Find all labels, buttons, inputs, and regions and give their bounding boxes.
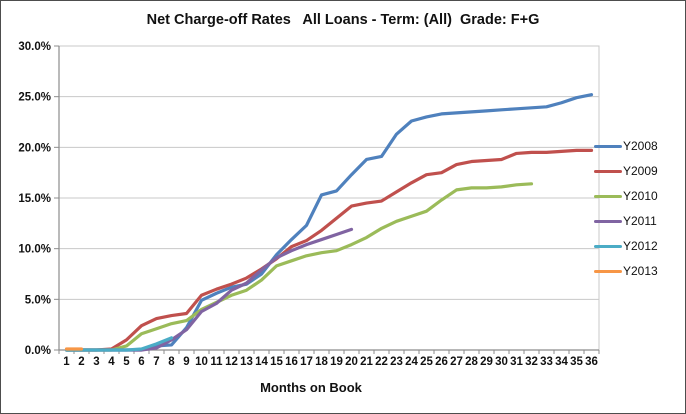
x-tick-label: 24 <box>405 356 418 368</box>
y-tick-label: 30.0% <box>18 41 51 53</box>
legend-line-swatch <box>594 144 622 149</box>
x-tick-label: 32 <box>525 356 538 368</box>
x-tick-label: 25 <box>420 356 433 368</box>
legend-item-y2010[interactable]: Y2010 <box>594 184 684 209</box>
y-tick-label: 10.0% <box>18 244 51 256</box>
x-tick-label: 4 <box>108 356 115 368</box>
x-tick-label: 2 <box>78 356 84 368</box>
x-tick-label: 23 <box>390 356 403 368</box>
x-tick-label: 13 <box>240 356 253 368</box>
x-tick-label: 31 <box>510 356 523 368</box>
legend-item-y2013[interactable]: Y2013 <box>594 259 684 284</box>
legend-label: Y2012 <box>623 239 658 253</box>
x-tick-label: 17 <box>300 356 313 368</box>
x-axis-title: Months on Book <box>260 380 362 395</box>
legend-label: Y2010 <box>623 189 658 203</box>
x-tick-label: 6 <box>138 356 144 368</box>
legend-item-y2012[interactable]: Y2012 <box>594 234 684 259</box>
chart-title: Net Charge-off Rates All Loans - Term: (… <box>146 12 540 28</box>
x-tick-label: 22 <box>375 356 388 368</box>
x-tick-label: 20 <box>345 356 358 368</box>
legend-item-y2011[interactable]: Y2011 <box>594 209 684 234</box>
x-tick-label: 26 <box>435 356 448 368</box>
y-tick-label: 5.0% <box>25 294 51 306</box>
legend-label: Y2008 <box>623 139 658 153</box>
x-tick-label: 30 <box>495 356 508 368</box>
series-line-y2009[interactable] <box>64 148 594 352</box>
legend-label: Y2011 <box>623 214 657 228</box>
x-tick-label: 33 <box>540 356 553 368</box>
y-tick-label: 25.0% <box>18 92 51 104</box>
series-line-y2008[interactable] <box>64 93 594 352</box>
x-tick-label: 3 <box>93 356 99 368</box>
x-tick-label: 10 <box>195 356 208 368</box>
x-tick-label: 29 <box>480 356 493 368</box>
x-tick-label: 1 <box>63 356 70 368</box>
legend-line-swatch <box>594 269 622 274</box>
x-tick-label: 18 <box>315 356 328 368</box>
legend-line-swatch <box>594 169 622 174</box>
x-tick-label: 14 <box>255 356 268 368</box>
x-tick-label: 16 <box>285 356 298 368</box>
x-tick-label: 19 <box>330 356 343 368</box>
legend-line-swatch <box>594 244 622 249</box>
x-tick-label: 28 <box>465 356 478 368</box>
legend-line-swatch <box>594 194 622 199</box>
x-tick-label: 15 <box>270 356 283 368</box>
x-tick-label: 27 <box>450 356 463 368</box>
legend-item-y2008[interactable]: Y2008 <box>594 134 684 159</box>
y-tick-label: 20.0% <box>18 142 51 154</box>
legend-label: Y2009 <box>623 164 658 178</box>
x-tick-label: 5 <box>123 356 130 368</box>
legend-line-swatch <box>594 219 622 224</box>
x-tick-label: 8 <box>168 356 175 368</box>
x-tick-label: 7 <box>153 356 159 368</box>
x-tick-label: 21 <box>360 356 373 368</box>
x-tick-label: 12 <box>225 356 238 368</box>
x-tick-label: 9 <box>183 356 189 368</box>
series-line-y2010[interactable] <box>64 182 534 352</box>
x-tick-label: 36 <box>585 356 598 368</box>
chart-legend: Y2008 Y2009 Y2010 Y2011 Y2012 Y2013 <box>594 134 684 284</box>
series-line-y2011[interactable] <box>64 227 354 352</box>
series-line-y2012[interactable] <box>64 336 174 352</box>
y-tick-label: 15.0% <box>18 193 51 205</box>
x-tick-label: 11 <box>210 356 223 368</box>
y-tick-label: 0.0% <box>25 345 51 357</box>
legend-label: Y2013 <box>623 264 658 278</box>
x-tick-label: 35 <box>570 356 583 368</box>
legend-item-y2009[interactable]: Y2009 <box>594 159 684 184</box>
x-tick-label: 34 <box>555 356 568 368</box>
